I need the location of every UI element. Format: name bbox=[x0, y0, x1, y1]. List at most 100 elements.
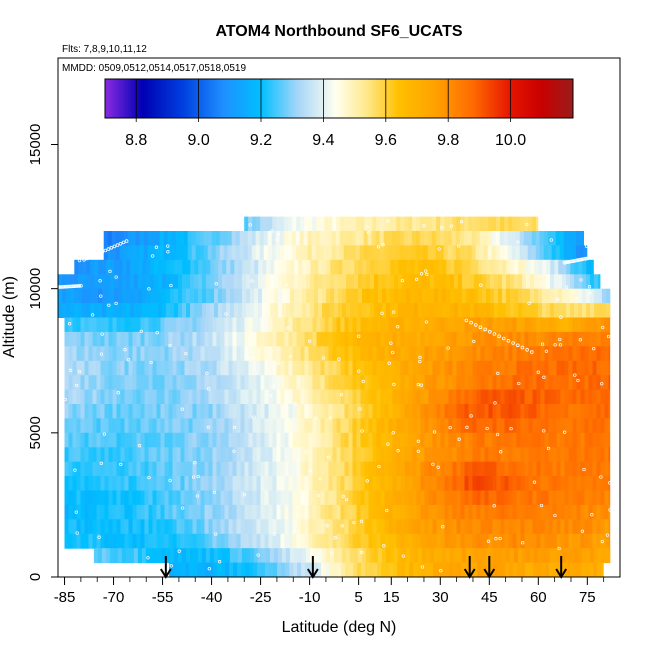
field-cell bbox=[442, 303, 446, 318]
field-cell bbox=[321, 433, 325, 448]
field-cell bbox=[244, 231, 248, 246]
field-cell bbox=[365, 447, 369, 462]
field-cell bbox=[337, 332, 341, 347]
field-cell bbox=[378, 260, 382, 275]
field-cell bbox=[269, 346, 273, 361]
field-cell bbox=[561, 404, 565, 419]
field-cell bbox=[313, 447, 317, 462]
field-cell bbox=[78, 303, 82, 318]
field-cell bbox=[397, 418, 401, 433]
field-cell bbox=[77, 404, 81, 419]
field-cell bbox=[290, 260, 294, 275]
field-cell bbox=[212, 231, 216, 246]
field-cell bbox=[476, 231, 480, 246]
field-cell bbox=[360, 217, 364, 232]
field-cell bbox=[569, 491, 573, 506]
field-cell bbox=[441, 491, 445, 506]
field-cell bbox=[469, 361, 473, 376]
field-cell bbox=[360, 231, 364, 246]
field-cell bbox=[181, 361, 185, 376]
field-cell bbox=[317, 375, 321, 390]
field-cell bbox=[285, 332, 289, 347]
field-cell bbox=[333, 519, 337, 534]
field-cell bbox=[257, 433, 261, 448]
field-cell bbox=[581, 404, 585, 419]
field-cell bbox=[101, 447, 105, 462]
field-cell bbox=[429, 318, 433, 333]
field-cell bbox=[498, 289, 502, 304]
field-cell bbox=[213, 519, 217, 534]
field-cell bbox=[237, 433, 241, 448]
field-cell bbox=[501, 447, 505, 462]
field-cell bbox=[285, 346, 289, 361]
field-cell bbox=[585, 534, 589, 549]
field-cell bbox=[165, 361, 169, 376]
field-cell bbox=[422, 303, 426, 318]
field-cell bbox=[297, 418, 301, 433]
field-cell bbox=[385, 462, 389, 477]
field-cell bbox=[149, 433, 153, 448]
field-cell bbox=[534, 289, 538, 304]
field-cell bbox=[384, 231, 388, 246]
field-cell bbox=[313, 418, 317, 433]
field-cell bbox=[269, 404, 273, 419]
field-cell bbox=[472, 231, 476, 246]
field-cell bbox=[425, 332, 429, 347]
field-cell bbox=[413, 375, 417, 390]
field-cell bbox=[377, 476, 381, 491]
field-cell bbox=[313, 462, 317, 477]
field-cell bbox=[501, 361, 505, 376]
field-cell bbox=[110, 289, 114, 304]
field-cell bbox=[396, 245, 400, 260]
field-cell bbox=[229, 476, 233, 491]
field-cell bbox=[145, 390, 149, 405]
field-cell bbox=[493, 318, 497, 333]
field-cell bbox=[478, 289, 482, 304]
field-cell bbox=[193, 346, 197, 361]
field-cell bbox=[337, 318, 341, 333]
field-cell bbox=[334, 260, 338, 275]
field-cell bbox=[225, 462, 229, 477]
field-cell bbox=[202, 289, 206, 304]
field-cell bbox=[500, 245, 504, 260]
field-cell bbox=[545, 346, 549, 361]
field-cell bbox=[206, 548, 210, 563]
field-cell bbox=[378, 289, 382, 304]
field-cell bbox=[593, 375, 597, 390]
field-cell bbox=[357, 491, 361, 506]
field-cell bbox=[433, 346, 437, 361]
field-cell bbox=[97, 505, 101, 520]
field-cell bbox=[232, 245, 236, 260]
field-cell bbox=[381, 404, 385, 419]
field-cell bbox=[345, 375, 349, 390]
field-cell bbox=[356, 245, 360, 260]
field-cell bbox=[529, 519, 533, 534]
field-cell bbox=[161, 418, 165, 433]
field-cell bbox=[400, 245, 404, 260]
field-cell bbox=[245, 563, 249, 578]
field-cell bbox=[270, 274, 274, 289]
field-cell bbox=[214, 548, 218, 563]
field-cell bbox=[428, 217, 432, 232]
field-cell bbox=[365, 519, 369, 534]
field-cell bbox=[493, 476, 497, 491]
field-cell bbox=[432, 217, 436, 232]
field-cell bbox=[321, 462, 325, 477]
field-cell bbox=[153, 476, 157, 491]
field-cell bbox=[533, 418, 537, 433]
field-cell bbox=[138, 289, 142, 304]
field-cell bbox=[237, 505, 241, 520]
field-cell bbox=[397, 505, 401, 520]
field-cell bbox=[301, 404, 305, 419]
field-cell bbox=[185, 404, 189, 419]
field-cell bbox=[534, 303, 538, 318]
field-cell bbox=[545, 361, 549, 376]
field-cell bbox=[256, 231, 260, 246]
field-cell bbox=[261, 534, 265, 549]
field-cell bbox=[110, 548, 114, 563]
field-cell bbox=[389, 418, 393, 433]
field-cell bbox=[317, 505, 321, 520]
field-cell bbox=[117, 447, 121, 462]
field-cell bbox=[113, 505, 117, 520]
field-cell bbox=[173, 418, 177, 433]
